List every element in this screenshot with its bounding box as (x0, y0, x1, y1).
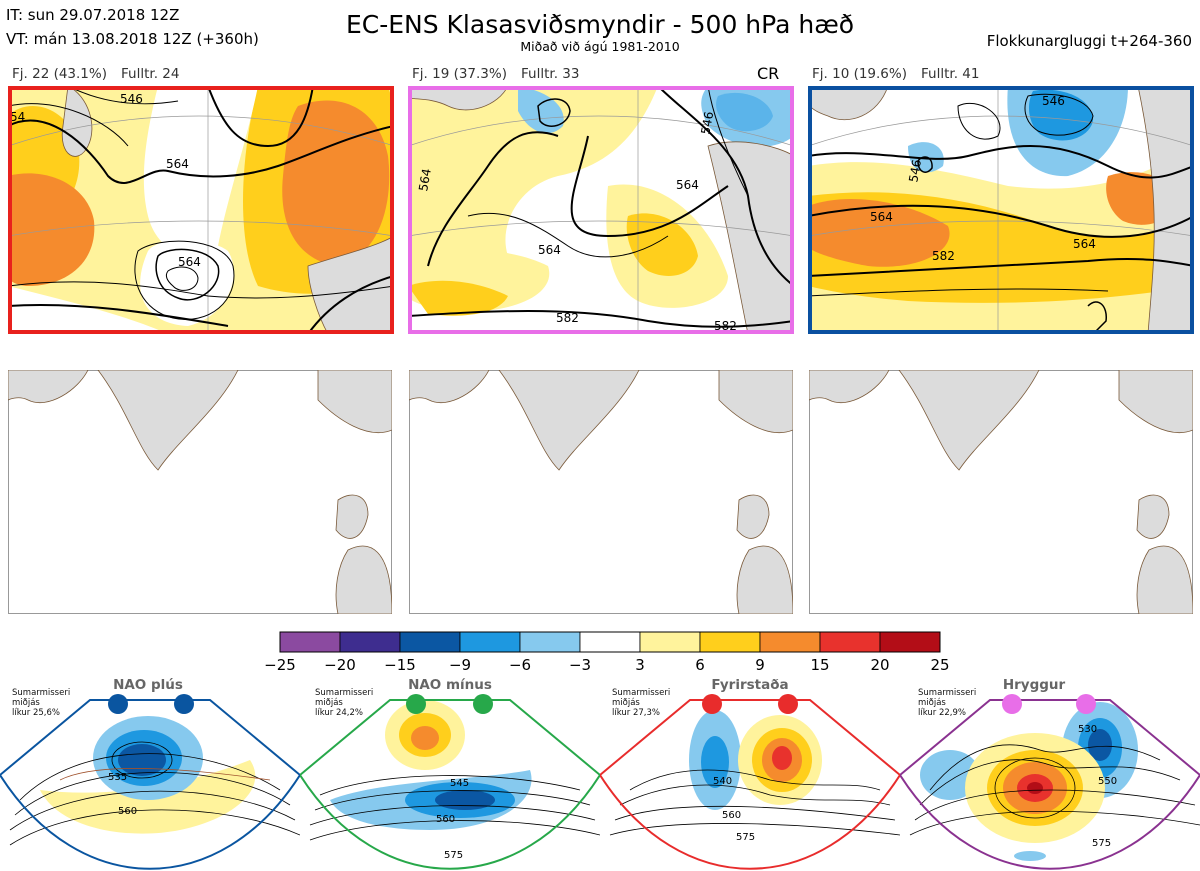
cluster-3-map: 546 564 564 582 546 (808, 86, 1194, 334)
colorbar-swatch (759, 631, 821, 653)
regime-2-title: NAO mínus (408, 677, 492, 693)
cluster-2-contour-label: 546 (698, 110, 716, 135)
colorbar-swatch (819, 631, 881, 653)
regime-4-title: Hryggur (1002, 677, 1066, 693)
colorbar-tick-label: −25 (264, 656, 296, 674)
colorbar-tick-label: 6 (695, 656, 705, 674)
regime-2-contour-label: 545 (450, 778, 469, 789)
regime-2-dot-icon (473, 694, 493, 714)
regime-1-title: NAO plús (113, 677, 183, 693)
page-subtitle: Miðað við ágú 1981-2010 (520, 39, 680, 54)
cluster-2-contour-label: 564 (416, 167, 434, 192)
empty-map-1 (8, 370, 392, 614)
cluster-1-label: Fj. 22 (43.1%) Fulltr. 24 (12, 66, 180, 82)
cluster-2-contour-label: 564 (676, 178, 699, 192)
colorbar-swatch (279, 631, 341, 653)
regime-3-info: Sumarmisseri miðjás líkur 27,3% (612, 688, 671, 718)
colorbar-tick-label: 15 (810, 656, 829, 674)
colorbar-swatch (399, 631, 461, 653)
cluster-1-contour-label: 564 (178, 255, 201, 269)
regime-4-contour-label: 575 (1092, 838, 1111, 849)
colorbar-tick-label: −15 (384, 656, 416, 674)
cluster-3-contour-label: 582 (932, 249, 955, 263)
colorbar-tick-label: 9 (755, 656, 765, 674)
cluster-1-contour-label: 546 (120, 92, 143, 106)
cluster-3-frame (808, 86, 1194, 334)
cluster-3-contour-label: 546 (1042, 94, 1065, 108)
cluster-2-frame (408, 86, 794, 334)
colorbar-tick-label: −3 (569, 656, 591, 674)
colorbar-swatch (579, 631, 641, 653)
cluster-3-label: Fj. 10 (19.6%) Fulltr. 41 (812, 66, 980, 82)
regime-2-contour-label: 575 (444, 850, 463, 861)
regime-4-dot-icon (1002, 694, 1022, 714)
regime-2-dot-icon (406, 694, 426, 714)
regime-2-map: 545 560 575 (300, 699, 600, 871)
cluster-2-map: 564 564 564 582 582 546 (408, 86, 794, 334)
regime-2-info: Sumarmisseri miðjás líkur 24,2% (315, 688, 374, 718)
colorbar-swatch (339, 631, 401, 653)
colorbar-swatch (519, 631, 581, 653)
regime-1-contour-label: 560 (118, 806, 137, 817)
colorbar-swatch (699, 631, 761, 653)
cluster-2-cr-tag: CR (757, 64, 780, 83)
empty-map-3 (809, 370, 1193, 614)
colorbar-tick-label: 25 (930, 656, 949, 674)
regime-4-contour-label: 550 (1098, 776, 1117, 787)
regime-3-contour-label: 560 (722, 810, 741, 821)
cluster-3-contour-label: 564 (870, 210, 893, 224)
regime-4-contour-label: 530 (1078, 724, 1097, 735)
colorbar-tick-label: 3 (635, 656, 645, 674)
empty-map-2 (409, 370, 793, 614)
regime-1-info: Sumarmisseri miðjás líkur 25,6% (12, 688, 71, 718)
colorbar: −25 −20 −15 −9 −6 −3 3 6 9 15 20 25 (264, 631, 950, 674)
regime-3-title: Fyrirstaða (711, 677, 789, 693)
init-time: IT: sun 29.07.2018 12Z (6, 6, 180, 24)
regime-1-dot-icon (174, 694, 194, 714)
regime-3-dot-icon (702, 694, 722, 714)
cluster-2-contour-label: 564 (538, 243, 561, 257)
regime-4-info: Sumarmisseri miðjás líkur 22,9% (918, 688, 977, 718)
regime-1-dot-icon (108, 694, 128, 714)
cluster-1-map: 546 564 564 54 (8, 86, 394, 334)
cluster-3-contour-label: 564 (1073, 237, 1096, 251)
cluster-1-frame (8, 86, 394, 334)
colorbar-swatch (459, 631, 521, 653)
cluster-3-contour-label: 546 (906, 158, 924, 183)
cluster-1-contour-label: 54 (10, 110, 25, 124)
regime-3-contour-label: 540 (713, 776, 732, 787)
regime-3-map: 540 560 575 (600, 699, 900, 871)
colorbar-swatch (879, 631, 941, 653)
colorbar-tick-label: −9 (449, 656, 471, 674)
colorbar-tick-label: −20 (324, 656, 356, 674)
classification-window: Flokkunargluggi t+264-360 (986, 32, 1192, 50)
regime-3-dot-icon (778, 694, 798, 714)
regime-2-contour-label: 560 (436, 814, 455, 825)
regime-4-map: 530 550 575 (900, 699, 1200, 871)
colorbar-swatch (639, 631, 701, 653)
regime-1-map: 535 560 (0, 699, 300, 871)
regime-3-contour-label: 575 (736, 832, 755, 843)
cluster-2-contour-label: 582 (556, 311, 579, 325)
colorbar-tick-label: 20 (870, 656, 889, 674)
page-title: EC-ENS Klasasviðsmyndir - 500 hPa hæð (345, 10, 855, 39)
cluster-2-contour-label: 582 (714, 319, 737, 333)
cluster-1-contour-label: 564 (166, 157, 189, 171)
colorbar-tick-label: −6 (509, 656, 531, 674)
cluster-2-label: Fj. 19 (37.3%) Fulltr. 33 (412, 66, 580, 82)
regime-4-dot-icon (1076, 694, 1096, 714)
valid-time: VT: mán 13.08.2018 12Z (+360h) (6, 30, 259, 48)
regime-1-contour-label: 535 (108, 772, 127, 783)
